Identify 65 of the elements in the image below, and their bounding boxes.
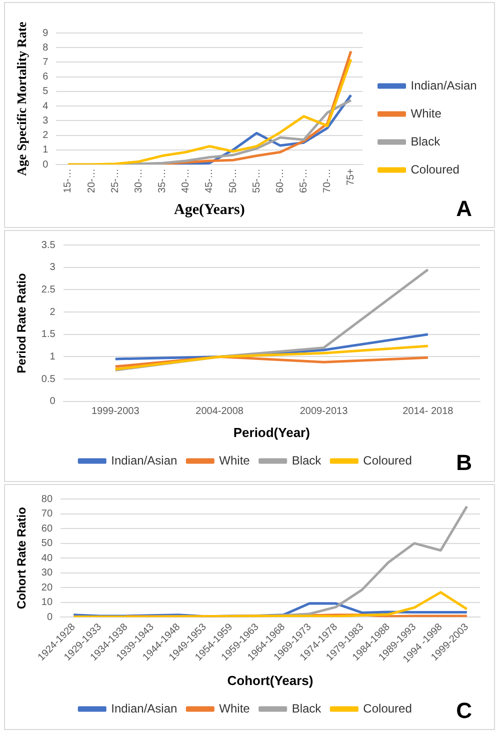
y-tick-label: 5	[42, 86, 49, 98]
y-tick-label: 3.5	[41, 240, 56, 251]
x-tick-label: 2009-2013	[300, 406, 348, 418]
x-tick-label: 65-…	[298, 168, 310, 193]
x-tick-label: 60-…	[274, 168, 286, 193]
x-tick-label: 2014- 2018	[402, 406, 454, 418]
y-tick-label: 80	[41, 494, 53, 505]
legend-label: White	[219, 453, 250, 468]
y-tick-label: 30	[41, 568, 53, 579]
text: A	[456, 196, 472, 222]
x-tick-label: 75+	[346, 168, 357, 186]
legend-label: Indian/Asian	[111, 453, 178, 468]
x-axis-title: Cohort(Years)	[227, 672, 314, 688]
y-tick-label: 0.5	[41, 374, 56, 385]
x-axis-title: Age(Years)	[174, 202, 245, 218]
y-tick-label: 2.5	[41, 284, 56, 296]
legend-label: Black	[292, 701, 322, 716]
y-tick-label: 2	[42, 130, 49, 142]
x-tick-label: 50-…	[228, 168, 239, 193]
legend-label: Indian/Asian	[410, 78, 477, 92]
x-tick-label: 40-…	[180, 168, 192, 193]
legend-label: Black	[410, 134, 442, 148]
x-tick-label: 1999-2003	[91, 406, 140, 418]
y-tick-label: 1	[42, 144, 49, 156]
y-tick-label: 0	[42, 159, 49, 170]
y-tick-label: 8	[42, 42, 49, 54]
y-tick-label: 3	[42, 115, 49, 126]
y-tick-label: 1.5	[41, 329, 56, 340]
y-tick-label: 40	[41, 552, 53, 564]
y-tick-label: 1	[50, 351, 56, 362]
x-tick-label: 25-…	[110, 168, 121, 193]
y-tick-label: 9	[42, 28, 49, 39]
y-tick-label: 70	[41, 508, 53, 520]
y-tick-label: 60	[41, 523, 53, 534]
x-tick-label: 15-…	[62, 168, 74, 193]
legend-label: Black	[292, 453, 322, 468]
x-tick-label: 55-…	[251, 168, 262, 193]
x-axis-title: Period(Year)	[233, 424, 310, 440]
y-tick-label: 0	[50, 396, 56, 408]
text: C	[456, 698, 472, 724]
text: B	[456, 450, 472, 476]
y-axis-title: Period Rate Ratio	[14, 273, 29, 374]
y-tick-label: 2	[50, 306, 56, 318]
x-tick-label: 45-…	[204, 168, 216, 193]
y-tick-label: 7	[42, 56, 49, 68]
x-tick-label: 30-…	[133, 168, 144, 193]
x-tick-label: 2004-2008	[196, 406, 244, 418]
x-tick-label: 20-…	[86, 168, 98, 193]
legend-label: Coloured	[363, 453, 412, 468]
x-tick-label: 70-…	[322, 168, 334, 193]
y-axis-title: Cohort Rate Ratio	[14, 507, 29, 610]
y-tick-label: 20	[41, 582, 53, 594]
legend-label: White	[219, 701, 250, 716]
x-tick-label: 35-…	[157, 168, 168, 193]
legend-label: Indian/Asian	[111, 701, 178, 716]
legend-label: Coloured	[363, 701, 412, 716]
legend-label: White	[410, 106, 442, 120]
y-tick-label: 0	[46, 612, 53, 623]
y-tick-label: 3	[50, 262, 56, 274]
y-tick-label: 6	[42, 72, 49, 83]
y-axis-title: Age Specific Mortality Rate	[14, 21, 30, 176]
y-tick-label: 50	[41, 538, 53, 550]
y-tick-label: 10	[41, 597, 53, 608]
y-tick-label: 4	[42, 100, 49, 112]
legend-label: Coloured	[410, 162, 460, 176]
